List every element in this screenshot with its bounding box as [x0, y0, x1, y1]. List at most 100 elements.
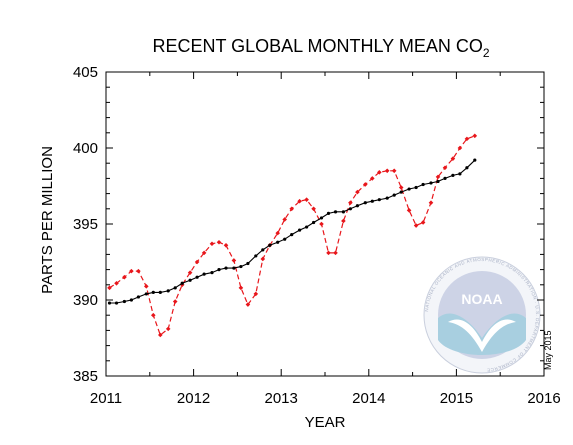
data-point: [385, 196, 389, 200]
data-point: [413, 223, 419, 228]
data-point: [151, 290, 155, 294]
data-point: [442, 165, 448, 171]
data-point: [407, 187, 411, 191]
data-point: [223, 242, 229, 248]
data-point: [261, 248, 265, 252]
data-point: [166, 289, 170, 293]
data-point: [384, 168, 390, 174]
data-point: [254, 254, 258, 258]
data-point: [311, 206, 316, 212]
series-line: [109, 159, 476, 304]
series-layer: [107, 133, 478, 338]
y-tick-label: 400: [73, 140, 98, 157]
data-point: [420, 220, 426, 225]
data-point: [246, 261, 250, 266]
data-point: [436, 179, 440, 184]
data-point: [392, 193, 396, 197]
data-point: [451, 173, 455, 177]
data-point: [231, 258, 237, 263]
data-point: [458, 172, 462, 176]
data-point: [151, 312, 156, 318]
x-axis-title: YEAR: [305, 414, 346, 431]
data-point: [391, 168, 397, 174]
data-point: [188, 278, 192, 282]
data-point: [406, 208, 412, 213]
data-point: [201, 250, 207, 256]
data-point: [129, 298, 134, 302]
y-tick-label: 405: [73, 64, 98, 81]
data-point: [464, 136, 470, 142]
date-annotation: May 2015: [543, 330, 553, 370]
data-point: [216, 239, 222, 245]
data-point: [421, 182, 425, 187]
data-point: [473, 158, 477, 162]
data-point: [443, 176, 447, 180]
noaa-logo-text: NOAA: [461, 291, 502, 307]
data-point: [136, 295, 141, 299]
data-point: [290, 233, 294, 237]
data-point: [319, 216, 324, 220]
data-point: [297, 228, 302, 232]
data-point: [283, 237, 287, 241]
data-point: [245, 302, 251, 307]
x-tick-label: 2016: [527, 390, 560, 407]
data-point: [114, 301, 119, 305]
data-point: [173, 286, 177, 290]
data-point: [136, 268, 141, 274]
data-point: [224, 266, 228, 270]
data-point: [180, 281, 184, 285]
data-point: [158, 290, 162, 294]
data-point: [122, 299, 126, 304]
data-point: [319, 221, 324, 227]
data-point: [355, 189, 360, 195]
data-point: [297, 198, 302, 204]
data-point: [289, 206, 295, 212]
data-point: [107, 285, 112, 291]
data-point: [341, 210, 345, 214]
data-point: [210, 271, 214, 275]
data-point: [429, 181, 433, 185]
data-point: [414, 185, 418, 190]
axis-ticks: [105, 71, 545, 377]
data-point: [370, 176, 375, 181]
data-point: [341, 218, 346, 224]
y-tick-label: 395: [73, 216, 98, 233]
data-point: [363, 201, 367, 205]
data-point: [143, 284, 149, 289]
data-point: [232, 266, 236, 270]
data-point: [187, 270, 193, 275]
data-point: [348, 200, 353, 206]
data-point: [377, 170, 382, 175]
data-point: [326, 211, 331, 215]
data-point: [348, 207, 353, 211]
data-point: [333, 250, 338, 256]
data-point: [312, 220, 316, 225]
data-point: [465, 166, 469, 170]
data-point: [428, 200, 434, 206]
data-point: [362, 182, 368, 187]
data-point: [355, 204, 360, 208]
data-point: [144, 292, 148, 296]
data-point: [217, 268, 221, 272]
x-tick-label: 2015: [440, 390, 473, 407]
data-point: [209, 241, 215, 247]
x-tick-label: 2014: [352, 390, 385, 407]
series-0: [107, 133, 478, 338]
chart-title: RECENT GLOBAL MONTHLY MEAN CO2: [152, 36, 489, 60]
data-point: [122, 274, 127, 280]
y-tick-label: 390: [73, 292, 98, 309]
data-point: [260, 256, 266, 262]
data-point: [238, 285, 244, 291]
tick-labels: 2011 2012 2013 2014 2015 2016 385 390 395 400 405: [73, 64, 561, 407]
data-point: [239, 264, 243, 269]
data-point: [326, 250, 331, 256]
data-point: [195, 275, 199, 279]
data-point: [165, 326, 171, 332]
data-point: [114, 280, 119, 286]
data-point: [202, 272, 206, 276]
data-point: [472, 133, 478, 139]
data-point: [282, 217, 288, 222]
x-tick-label: 2011: [90, 390, 122, 407]
